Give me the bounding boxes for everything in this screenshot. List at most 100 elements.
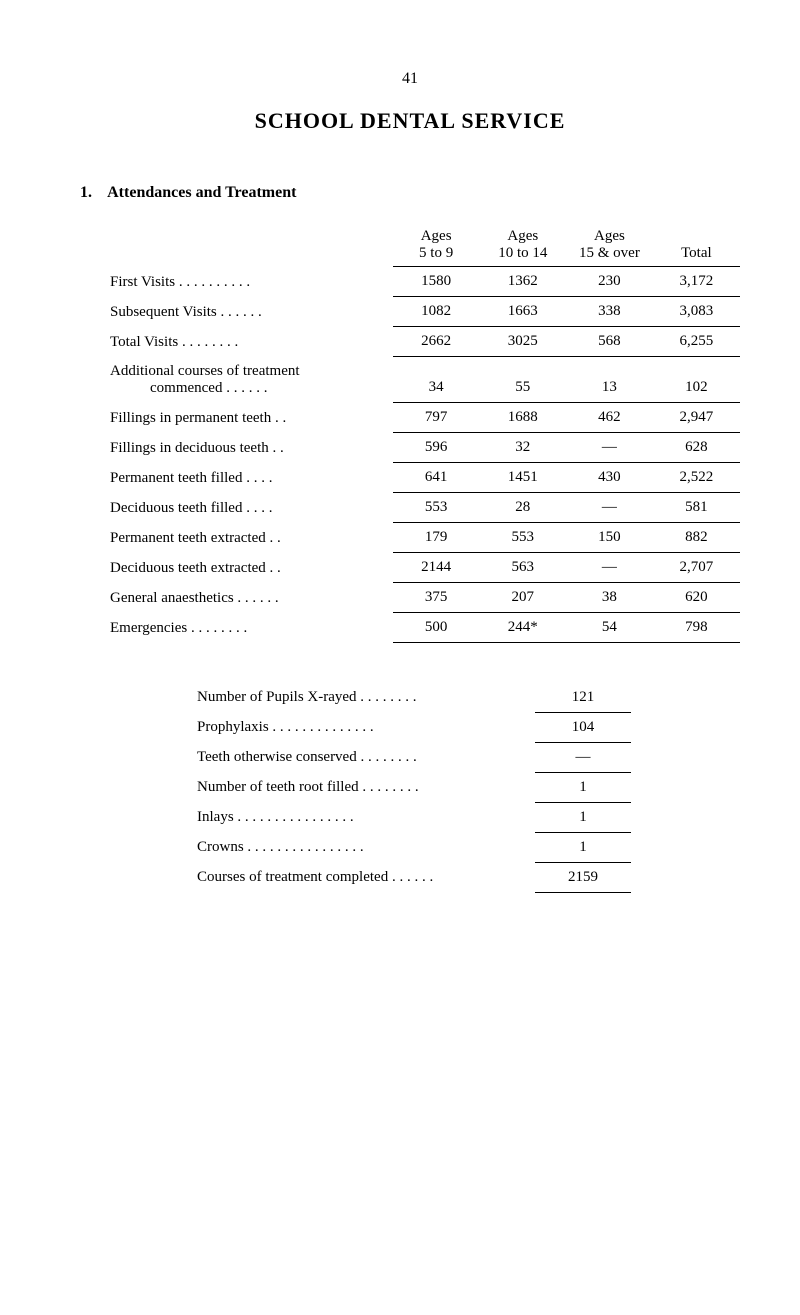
cell: 563 (479, 553, 566, 583)
row-label: Permanent teeth extracted . . (80, 523, 393, 553)
table-row: Fillings in deciduous teeth . . 596 32 —… (80, 433, 740, 463)
summary-row: Crowns . . . . . . . . . . . . . . . . 1 (189, 833, 631, 863)
summary-label: Teeth otherwise conserved . . . . . . . … (189, 743, 535, 773)
cell: 882 (653, 523, 740, 553)
summary-label: Number of Pupils X-rayed . . . . . . . . (189, 683, 535, 713)
cell: 32 (479, 433, 566, 463)
cell: 3,083 (653, 297, 740, 327)
table-row: Additional courses of treatment commence… (80, 357, 740, 403)
cell: 1688 (479, 403, 566, 433)
row-label: First Visits . . . . . . . . . . (80, 267, 393, 297)
table-row: Deciduous teeth filled . . . . 553 28 — … (80, 493, 740, 523)
cell: 102 (653, 357, 740, 403)
table-row: Total Visits . . . . . . . . 2662 3025 5… (80, 327, 740, 357)
cell: 207 (479, 583, 566, 613)
cell: 581 (653, 493, 740, 523)
cell: 1451 (479, 463, 566, 493)
cell: 620 (653, 583, 740, 613)
table-row: Subsequent Visits . . . . . . 1082 1663 … (80, 297, 740, 327)
section-title: Attendances and Treatment (107, 184, 296, 201)
cell: 596 (393, 433, 480, 463)
cell: 13 (566, 357, 653, 403)
summary-value: 1 (535, 773, 631, 803)
cell: 179 (393, 523, 480, 553)
summary-value: 1 (535, 803, 631, 833)
summary-label: Courses of treatment completed . . . . .… (189, 863, 535, 893)
cell: 2144 (393, 553, 480, 583)
summary-label: Crowns . . . . . . . . . . . . . . . . (189, 833, 535, 863)
cell: 230 (566, 267, 653, 297)
table-row: Emergencies . . . . . . . . 500 244* 54 … (80, 613, 740, 643)
section-heading: 1. Attendances and Treatment (80, 184, 740, 202)
summary-row: Number of teeth root filled . . . . . . … (189, 773, 631, 803)
cell: 54 (566, 613, 653, 643)
row-label: Subsequent Visits . . . . . . (80, 297, 393, 327)
cell: 244* (479, 613, 566, 643)
cell: 150 (566, 523, 653, 553)
cell: 553 (479, 523, 566, 553)
header-ages-15-over: Ages 15 & over (566, 222, 653, 267)
row-label: Deciduous teeth extracted . . (80, 553, 393, 583)
summary-label: Inlays . . . . . . . . . . . . . . . . (189, 803, 535, 833)
cell: 3,172 (653, 267, 740, 297)
cell: 797 (393, 403, 480, 433)
row-label: Fillings in deciduous teeth . . (80, 433, 393, 463)
row-label: Deciduous teeth filled . . . . (80, 493, 393, 523)
cell: 1580 (393, 267, 480, 297)
row-label: Emergencies . . . . . . . . (80, 613, 393, 643)
summary-value: 121 (535, 683, 631, 713)
cell: 641 (393, 463, 480, 493)
summary-value: 104 (535, 713, 631, 743)
row-label: Fillings in permanent teeth . . (80, 403, 393, 433)
cell: 2662 (393, 327, 480, 357)
summary-row: Inlays . . . . . . . . . . . . . . . . 1 (189, 803, 631, 833)
page-number: 41 (80, 70, 740, 88)
cell: 2,707 (653, 553, 740, 583)
header-ages-5-9: Ages 5 to 9 (393, 222, 480, 267)
cell: 462 (566, 403, 653, 433)
summary-value: 1 (535, 833, 631, 863)
summary-label: Prophylaxis . . . . . . . . . . . . . . (189, 713, 535, 743)
cell: 553 (393, 493, 480, 523)
cell: 628 (653, 433, 740, 463)
cell: 28 (479, 493, 566, 523)
table-row: First Visits . . . . . . . . . . 1580 13… (80, 267, 740, 297)
cell: 38 (566, 583, 653, 613)
section-number: 1. (80, 184, 92, 201)
cell: — (566, 493, 653, 523)
cell: 6,255 (653, 327, 740, 357)
table-row: Deciduous teeth extracted . . 2144 563 —… (80, 553, 740, 583)
summary-row: Teeth otherwise conserved . . . . . . . … (189, 743, 631, 773)
summary-row: Number of Pupils X-rayed . . . . . . . .… (189, 683, 631, 713)
summary-table: Number of Pupils X-rayed . . . . . . . .… (189, 683, 631, 893)
summary-value: — (535, 743, 631, 773)
cell: 34 (393, 357, 480, 403)
cell: 1082 (393, 297, 480, 327)
cell: 2,947 (653, 403, 740, 433)
row-label: Additional courses of treatment commence… (80, 357, 393, 403)
cell: 1362 (479, 267, 566, 297)
cell: 2,522 (653, 463, 740, 493)
cell: — (566, 553, 653, 583)
cell: 55 (479, 357, 566, 403)
header-ages-10-14: Ages 10 to 14 (479, 222, 566, 267)
summary-value: 2159 (535, 863, 631, 893)
row-label: Permanent teeth filled . . . . (80, 463, 393, 493)
table-row: Permanent teeth filled . . . . 641 1451 … (80, 463, 740, 493)
cell: 338 (566, 297, 653, 327)
cell: 1663 (479, 297, 566, 327)
row-label: Total Visits . . . . . . . . (80, 327, 393, 357)
cell: 568 (566, 327, 653, 357)
attendance-table: Ages 5 to 9 Ages 10 to 14 Ages 15 & over… (80, 222, 740, 643)
table-row: General anaesthetics . . . . . . 375 207… (80, 583, 740, 613)
summary-row: Prophylaxis . . . . . . . . . . . . . . … (189, 713, 631, 743)
header-total: Total (653, 222, 740, 267)
summary-row: Courses of treatment completed . . . . .… (189, 863, 631, 893)
cell: 430 (566, 463, 653, 493)
cell: 500 (393, 613, 480, 643)
cell: — (566, 433, 653, 463)
summary-label: Number of teeth root filled . . . . . . … (189, 773, 535, 803)
row-label: General anaesthetics . . . . . . (80, 583, 393, 613)
main-title: SCHOOL DENTAL SERVICE (80, 108, 740, 134)
cell: 375 (393, 583, 480, 613)
